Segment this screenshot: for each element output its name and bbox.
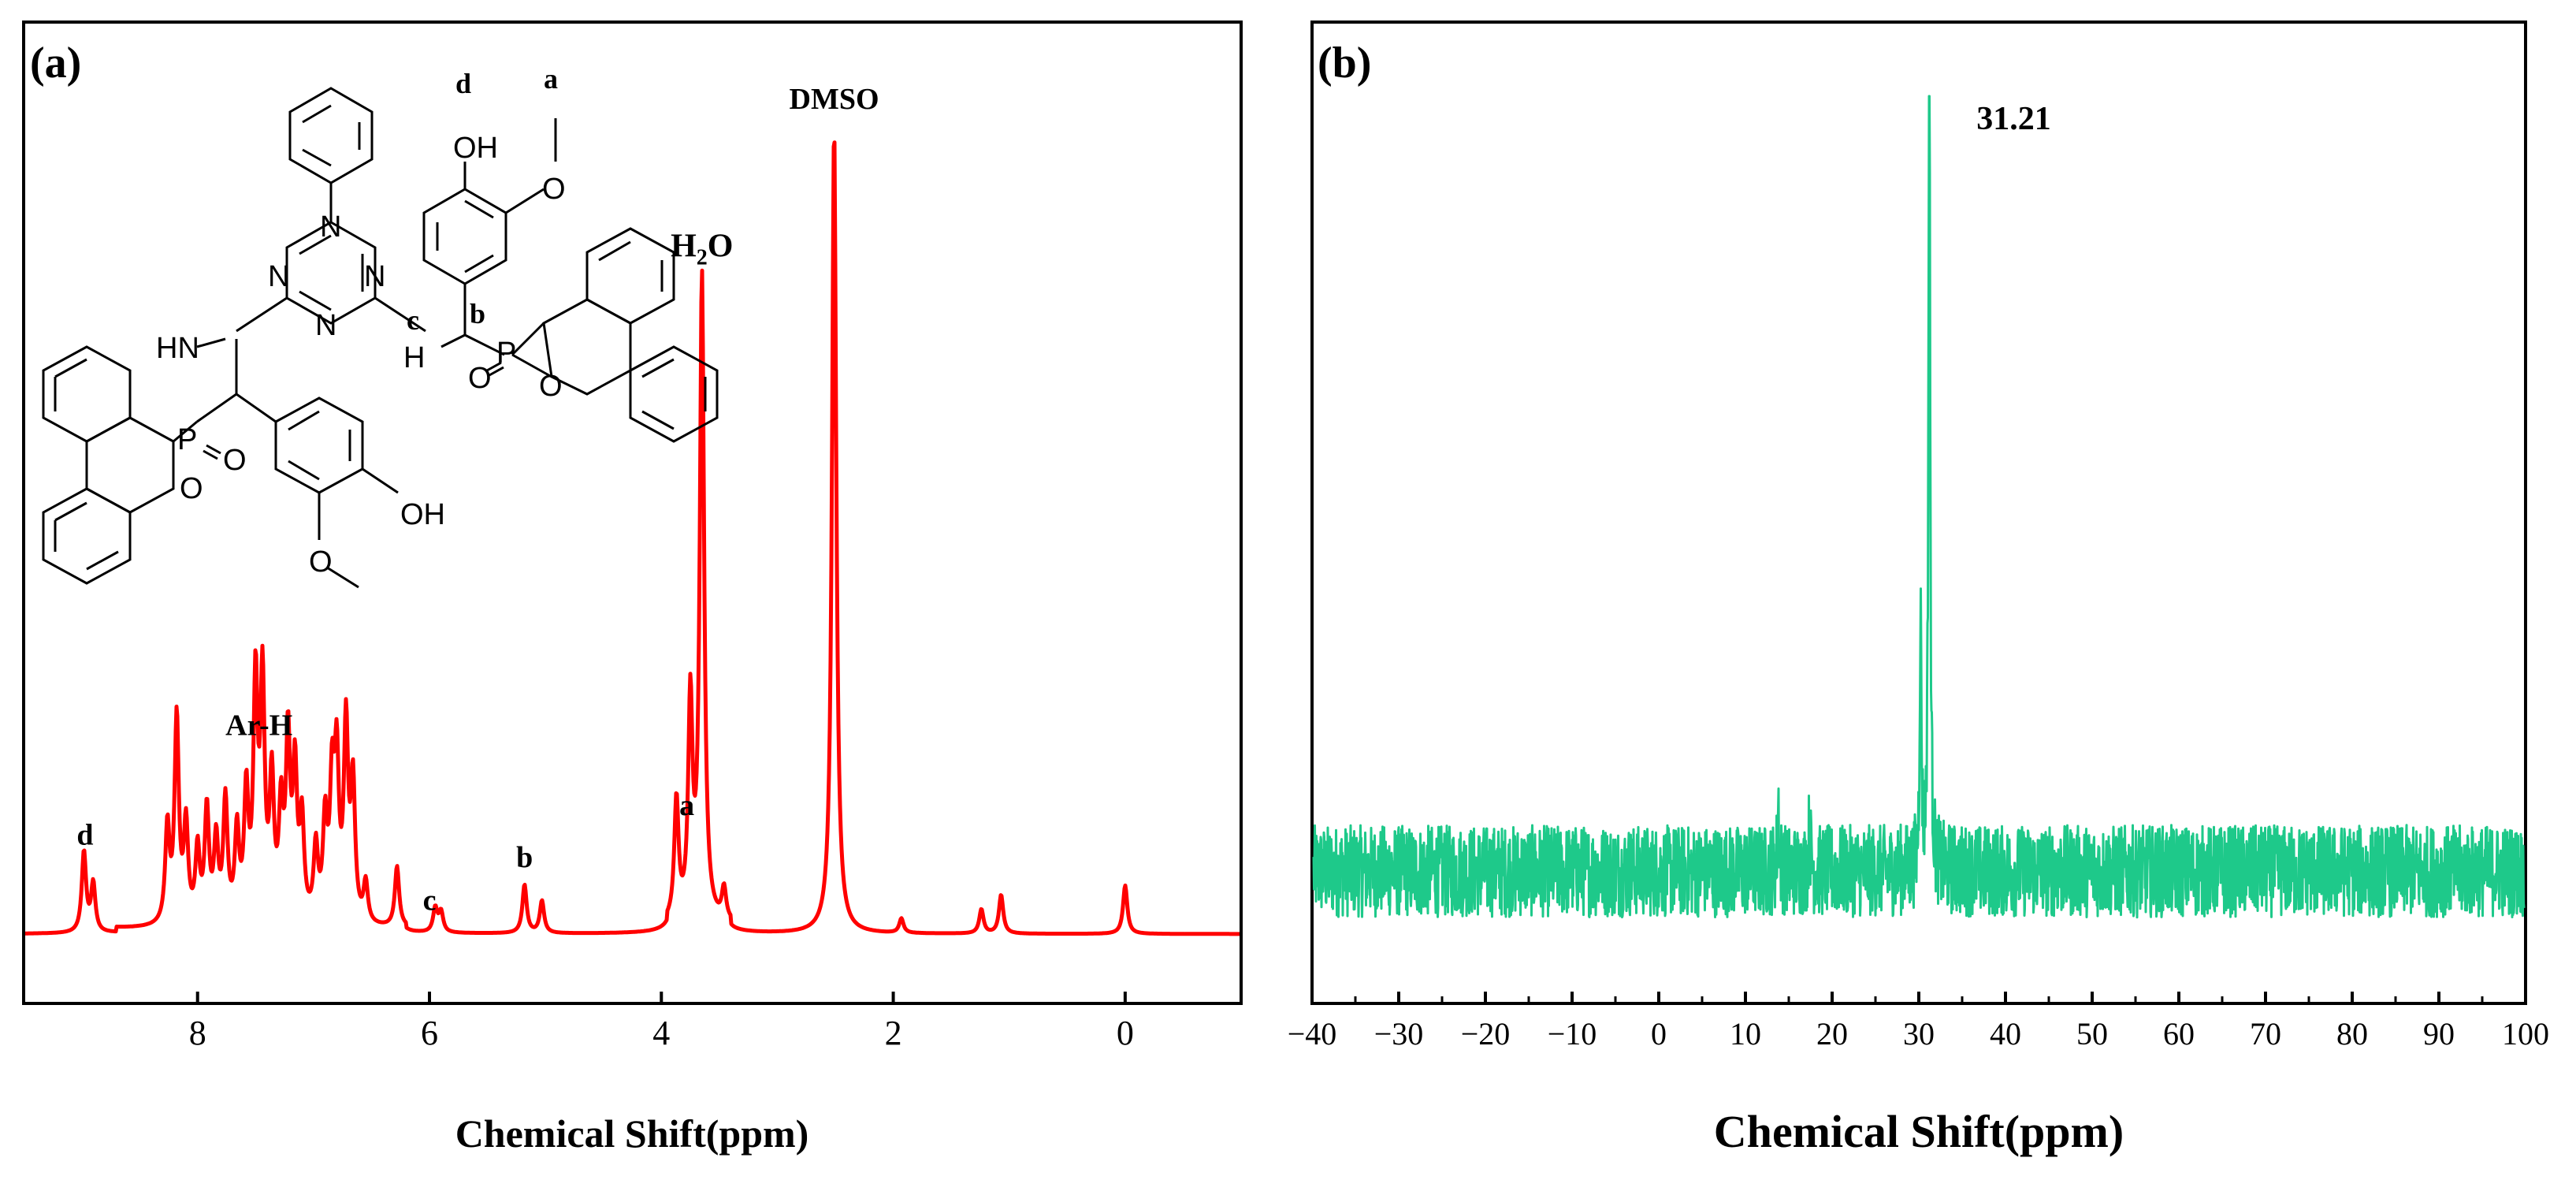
peak-annotation: b	[516, 841, 533, 874]
atom-label: O	[223, 444, 247, 477]
site-label: b	[470, 298, 485, 329]
biphenyl-ring-left-bottom	[42, 487, 132, 585]
atom-label: OH	[453, 132, 498, 165]
site-label: d	[455, 68, 471, 99]
atom-label: O	[468, 362, 492, 395]
atom-label: O	[542, 173, 566, 206]
panel-b-label: (b)	[1318, 39, 1371, 87]
x-tick-label: 10	[1730, 1016, 1761, 1052]
atom-label: HN	[156, 332, 199, 365]
atom-label: P	[496, 337, 516, 370]
biphenyl-ring-right-top	[585, 227, 675, 325]
panel-b-x-ticks: −40 −30 −20 −10 0 10 20 30 40 50 60 70 80 90 100	[1288, 992, 2549, 1052]
site-label: c	[407, 304, 419, 336]
x-tick-label: 70	[2250, 1016, 2281, 1052]
peak-value-label: 31.21	[1976, 101, 2051, 137]
x-tick-label: 50	[2076, 1016, 2108, 1052]
h-nmr-spectrum-line	[24, 140, 1241, 936]
water-peak-label: H2O	[671, 229, 733, 270]
x-tick-label: 0	[1117, 1014, 1134, 1052]
x-tick-label: −20	[1461, 1016, 1511, 1052]
peak-annotation: DMSO	[790, 83, 879, 116]
x-tick-label: 0	[1651, 1016, 1667, 1052]
atom-label: N	[268, 260, 289, 293]
p-nmr-spectrum-line	[1312, 95, 2526, 919]
atom-label: O	[180, 472, 203, 505]
biphenyl-ring-left-top	[42, 345, 132, 443]
x-tick-label: 80	[2336, 1016, 2368, 1052]
atom-label: N	[364, 260, 385, 293]
peak-annotation: d	[76, 818, 93, 851]
peak-annotation: c	[423, 884, 437, 918]
structure-site-labels: d a c b	[407, 63, 558, 336]
x-tick-label: 30	[1903, 1016, 1935, 1052]
panel-a-label: (a)	[30, 39, 81, 87]
x-tick-label: 90	[2423, 1016, 2455, 1052]
atom-label: N	[320, 210, 341, 244]
x-tick-label: 40	[1990, 1016, 2021, 1052]
atom-label: H	[403, 341, 425, 374]
x-tick-label: 60	[2163, 1016, 2195, 1052]
structure-atom-labels: OH O N N N HN N H P O O P O O OH O	[156, 132, 566, 579]
panel-a-frame	[22, 20, 1243, 1005]
atom-label: O	[309, 545, 333, 579]
panel-a-x-ticks: 8 6 4 2 0	[189, 992, 1134, 1052]
panel-a-annotations: d Ar-H c b a DMSO H2O	[76, 83, 879, 918]
x-tick-label: 6	[421, 1014, 438, 1052]
peak-annotation: Ar-H	[225, 709, 292, 742]
atom-label: O	[539, 370, 563, 403]
panel-b: (b) −40 −30 −20 −10 0 10 20 30 40 50 60 70 80 90 100 3…	[1288, 20, 2549, 1157]
atom-label: OH	[400, 498, 445, 531]
triazine-ring	[285, 221, 377, 325]
atom-label: P	[177, 423, 197, 456]
x-tick-label: −10	[1548, 1016, 1597, 1052]
x-tick-label: 20	[1816, 1016, 1848, 1052]
x-tick-label: 2	[885, 1014, 902, 1052]
chemical-structure	[42, 87, 719, 589]
panel-a: (a) 8 6 4 2 0 d Ar-H c b a DMSO H2O Chemical Shift…	[22, 20, 1243, 1156]
panel-a-x-axis-label: Chemical Shift(ppm)	[455, 1111, 809, 1156]
p-ring-left	[85, 416, 175, 514]
x-tick-label: 100	[2502, 1016, 2549, 1052]
biphenyl-ring-right-bottom	[629, 345, 719, 443]
x-tick-label: 8	[189, 1014, 206, 1052]
panel-b-x-axis-label: Chemical Shift(ppm)	[1714, 1106, 2124, 1157]
site-label: a	[544, 63, 558, 95]
atom-label: N	[315, 309, 336, 342]
x-tick-label: 4	[652, 1014, 670, 1052]
peak-annotation: a	[679, 789, 694, 822]
x-tick-label: −30	[1374, 1016, 1424, 1052]
x-tick-label: −40	[1288, 1016, 1337, 1052]
